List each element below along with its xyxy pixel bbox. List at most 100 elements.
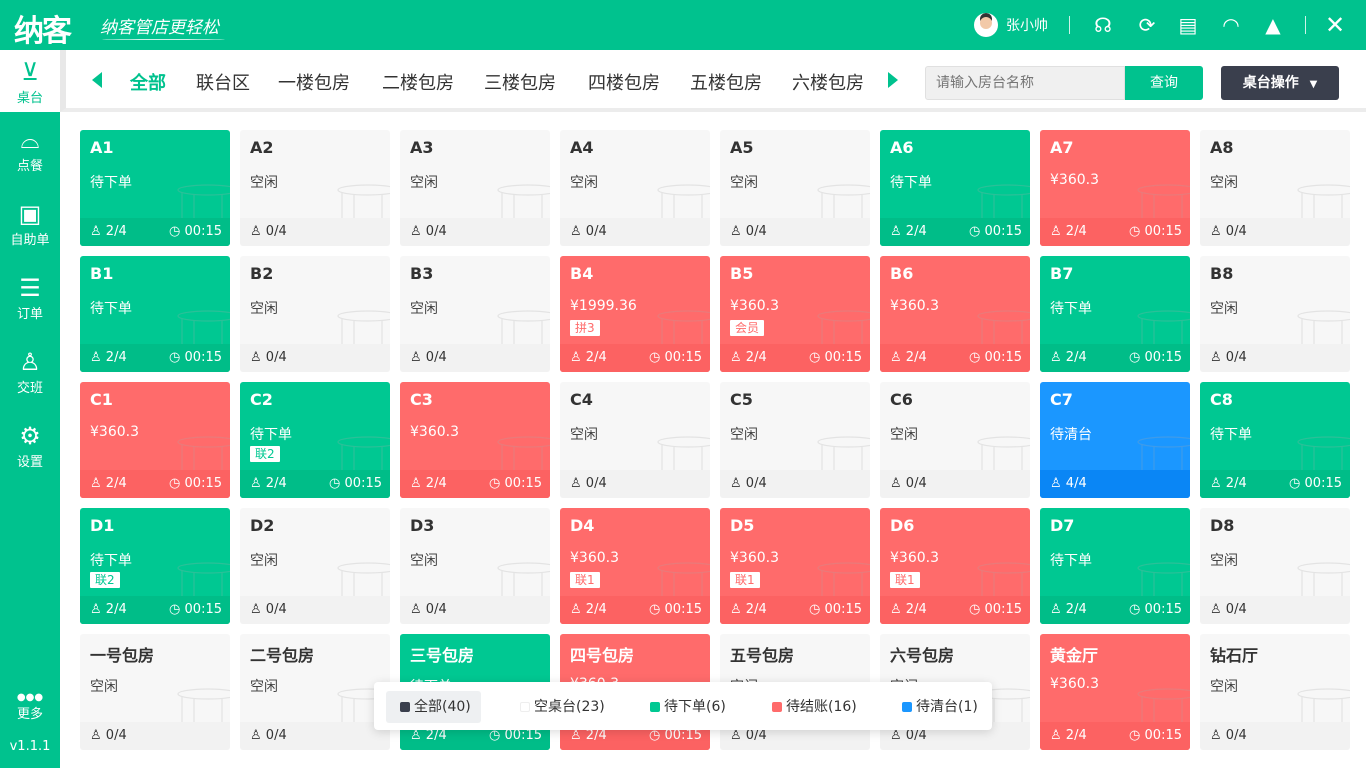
- table-card[interactable]: A2 空闲 ♙ 0/4: [240, 130, 390, 246]
- people-value: 2/4: [745, 602, 767, 617]
- table-card[interactable]: D5 ¥360.3 联1 ♙ 2/4 ◷ 00:15: [720, 508, 870, 624]
- table-card[interactable]: C3 ¥360.3 ♙ 2/4 ◷ 00:15: [400, 382, 550, 498]
- table-tag: 联1: [570, 572, 600, 588]
- table-operations-button[interactable]: 桌台操作 ▼: [1221, 66, 1339, 100]
- table-card[interactable]: A5 空闲 ♙ 0/4: [720, 130, 870, 246]
- user-profile[interactable]: 张小帅: [974, 13, 1048, 37]
- people-count: ♙ 0/4: [890, 728, 927, 743]
- tab-5[interactable]: 四楼包房: [588, 73, 660, 94]
- time-value: 00:15: [824, 602, 862, 617]
- elapsed-time: ◷ 00:15: [649, 350, 702, 365]
- status-filter-1[interactable]: 空桌台(23): [506, 691, 615, 723]
- tab-0[interactable]: 全部: [130, 73, 166, 94]
- tab-2[interactable]: 一楼包房: [278, 73, 350, 94]
- table-footer: ♙ 2/4 ◷ 00:15: [400, 470, 550, 498]
- table-card[interactable]: C6 空闲 ♙ 0/4: [880, 382, 1030, 498]
- table-status: ¥360.3: [1050, 676, 1099, 692]
- table-card[interactable]: B2 空闲 ♙ 0/4: [240, 256, 390, 372]
- tab-prev-icon[interactable]: [92, 72, 102, 88]
- table-illustration-icon: [657, 184, 710, 224]
- table-card[interactable]: A6 待下单 ♙ 2/4 ◷ 00:15: [880, 130, 1030, 246]
- table-card[interactable]: C4 空闲 ♙ 0/4: [560, 382, 710, 498]
- status-filter-4[interactable]: 待清台(1): [888, 691, 988, 723]
- cloche-icon: ⌓: [20, 125, 40, 154]
- table-name: A6: [890, 138, 914, 157]
- people-count: ♙ 0/4: [730, 476, 767, 491]
- close-icon[interactable]: ✕: [1324, 11, 1346, 39]
- table-card[interactable]: D6 ¥360.3 联1 ♙ 2/4 ◷ 00:15: [880, 508, 1030, 624]
- table-card[interactable]: C7 待清台 ♙ 4/4: [1040, 382, 1190, 498]
- table-card[interactable]: 黄金厅 ¥360.3 ♙ 2/4 ◷ 00:15: [1040, 634, 1190, 750]
- table-status: 空闲: [1210, 553, 1238, 569]
- table-card[interactable]: A1 待下单 ♙ 2/4 ◷ 00:15: [80, 130, 230, 246]
- cloud-sync-icon[interactable]: ⟳: [1138, 13, 1156, 37]
- table-card[interactable]: B3 空闲 ♙ 0/4: [400, 256, 550, 372]
- table-name: D6: [890, 516, 915, 535]
- table-card[interactable]: 一号包房 空闲 ♙ 0/4: [80, 634, 230, 750]
- status-filter-0[interactable]: 全部(40): [386, 691, 481, 723]
- table-card[interactable]: A7 ¥360.3 ♙ 2/4 ◷ 00:15: [1040, 130, 1190, 246]
- tab-1[interactable]: 联台区: [196, 73, 250, 94]
- search-button[interactable]: 查询: [1125, 66, 1203, 100]
- person-icon: ♙: [570, 350, 586, 365]
- elapsed-time: ◷ 00:15: [169, 476, 222, 491]
- time-value: 00:15: [984, 350, 1022, 365]
- table-card[interactable]: D1 待下单 联2 ♙ 2/4 ◷ 00:15: [80, 508, 230, 624]
- table-card[interactable]: B5 ¥360.3 会员 ♙ 2/4 ◷ 00:15: [720, 256, 870, 372]
- sidebar-more[interactable]: ●●● 更多: [0, 692, 60, 722]
- table-card[interactable]: D8 空闲 ♙ 0/4: [1200, 508, 1350, 624]
- tab-4[interactable]: 三楼包房: [484, 73, 556, 94]
- people-value: 0/4: [745, 224, 767, 239]
- table-card[interactable]: B6 ¥360.3 ♙ 2/4 ◷ 00:15: [880, 256, 1030, 372]
- table-card[interactable]: D2 空闲 ♙ 0/4: [240, 508, 390, 624]
- status-filter-2[interactable]: 待下单(6): [636, 691, 736, 723]
- table-card[interactable]: A4 空闲 ♙ 0/4: [560, 130, 710, 246]
- table-card[interactable]: B1 待下单 ♙ 2/4 ◷ 00:15: [80, 256, 230, 372]
- tab-next-icon[interactable]: [888, 72, 898, 88]
- bell-icon[interactable]: ▲: [1265, 13, 1281, 37]
- sidebar-item-2[interactable]: ▣ 自助单: [0, 186, 60, 260]
- table-footer: ♙ 0/4: [1200, 218, 1350, 246]
- table-card[interactable]: C8 待下单 ♙ 2/4 ◷ 00:15: [1200, 382, 1350, 498]
- table-card[interactable]: D7 待下单 ♙ 2/4 ◷ 00:15: [1040, 508, 1190, 624]
- clock-icon: ◷: [169, 476, 185, 491]
- table-illustration-icon: [657, 436, 710, 476]
- elapsed-time: ◷ 00:15: [169, 602, 222, 617]
- wifi-icon[interactable]: ◠: [1222, 13, 1240, 37]
- person-icon: ♙: [90, 728, 106, 743]
- clock-icon: ◷: [969, 602, 985, 617]
- tab-6[interactable]: 五楼包房: [690, 73, 762, 94]
- table-card[interactable]: 钻石厅 空闲 ♙ 0/4: [1200, 634, 1350, 750]
- table-card[interactable]: C2 待下单 联2 ♙ 2/4 ◷ 00:15: [240, 382, 390, 498]
- table-illustration-icon: [1297, 436, 1350, 476]
- people-value: 0/4: [1225, 728, 1247, 743]
- table-name: 钻石厅: [1210, 646, 1259, 665]
- tab-7[interactable]: 六楼包房: [792, 73, 864, 94]
- table-card[interactable]: D3 空闲 ♙ 0/4: [400, 508, 550, 624]
- table-card[interactable]: D4 ¥360.3 联1 ♙ 2/4 ◷ 00:15: [560, 508, 710, 624]
- sidebar-item-1[interactable]: ⌓ 点餐: [0, 112, 60, 186]
- people-count: ♙ 0/4: [1210, 602, 1247, 617]
- table-card[interactable]: C5 空闲 ♙ 0/4: [720, 382, 870, 498]
- table-card[interactable]: A8 空闲 ♙ 0/4: [1200, 130, 1350, 246]
- search-input[interactable]: [925, 66, 1125, 100]
- clock-icon: ◷: [809, 350, 825, 365]
- time-value: 00:15: [504, 476, 542, 491]
- table-card[interactable]: C1 ¥360.3 ♙ 2/4 ◷ 00:15: [80, 382, 230, 498]
- table-card[interactable]: B8 空闲 ♙ 0/4: [1200, 256, 1350, 372]
- sidebar-item-4[interactable]: ♙ 交班: [0, 334, 60, 408]
- headset-icon[interactable]: ☊: [1094, 13, 1112, 37]
- avatar: [974, 13, 998, 37]
- table-card[interactable]: B7 待下单 ♙ 2/4 ◷ 00:15: [1040, 256, 1190, 372]
- table-card[interactable]: 二号包房 空闲 ♙ 0/4: [240, 634, 390, 750]
- printer-icon[interactable]: ▤: [1178, 13, 1198, 37]
- tab-3[interactable]: 二楼包房: [382, 73, 454, 94]
- people-value: 2/4: [425, 476, 447, 491]
- table-footer: ♙ 0/4: [240, 218, 390, 246]
- sidebar-item-5[interactable]: ⚙ 设置: [0, 408, 60, 482]
- status-filter-3[interactable]: 待结账(16): [758, 691, 867, 723]
- table-card[interactable]: A3 空闲 ♙ 0/4: [400, 130, 550, 246]
- table-card[interactable]: B4 ¥1999.36 拼3 ♙ 2/4 ◷ 00:15: [560, 256, 710, 372]
- sidebar-item-3[interactable]: ☰ 订单: [0, 260, 60, 334]
- sidebar-item-0[interactable]: ⊻ 桌台: [0, 50, 60, 112]
